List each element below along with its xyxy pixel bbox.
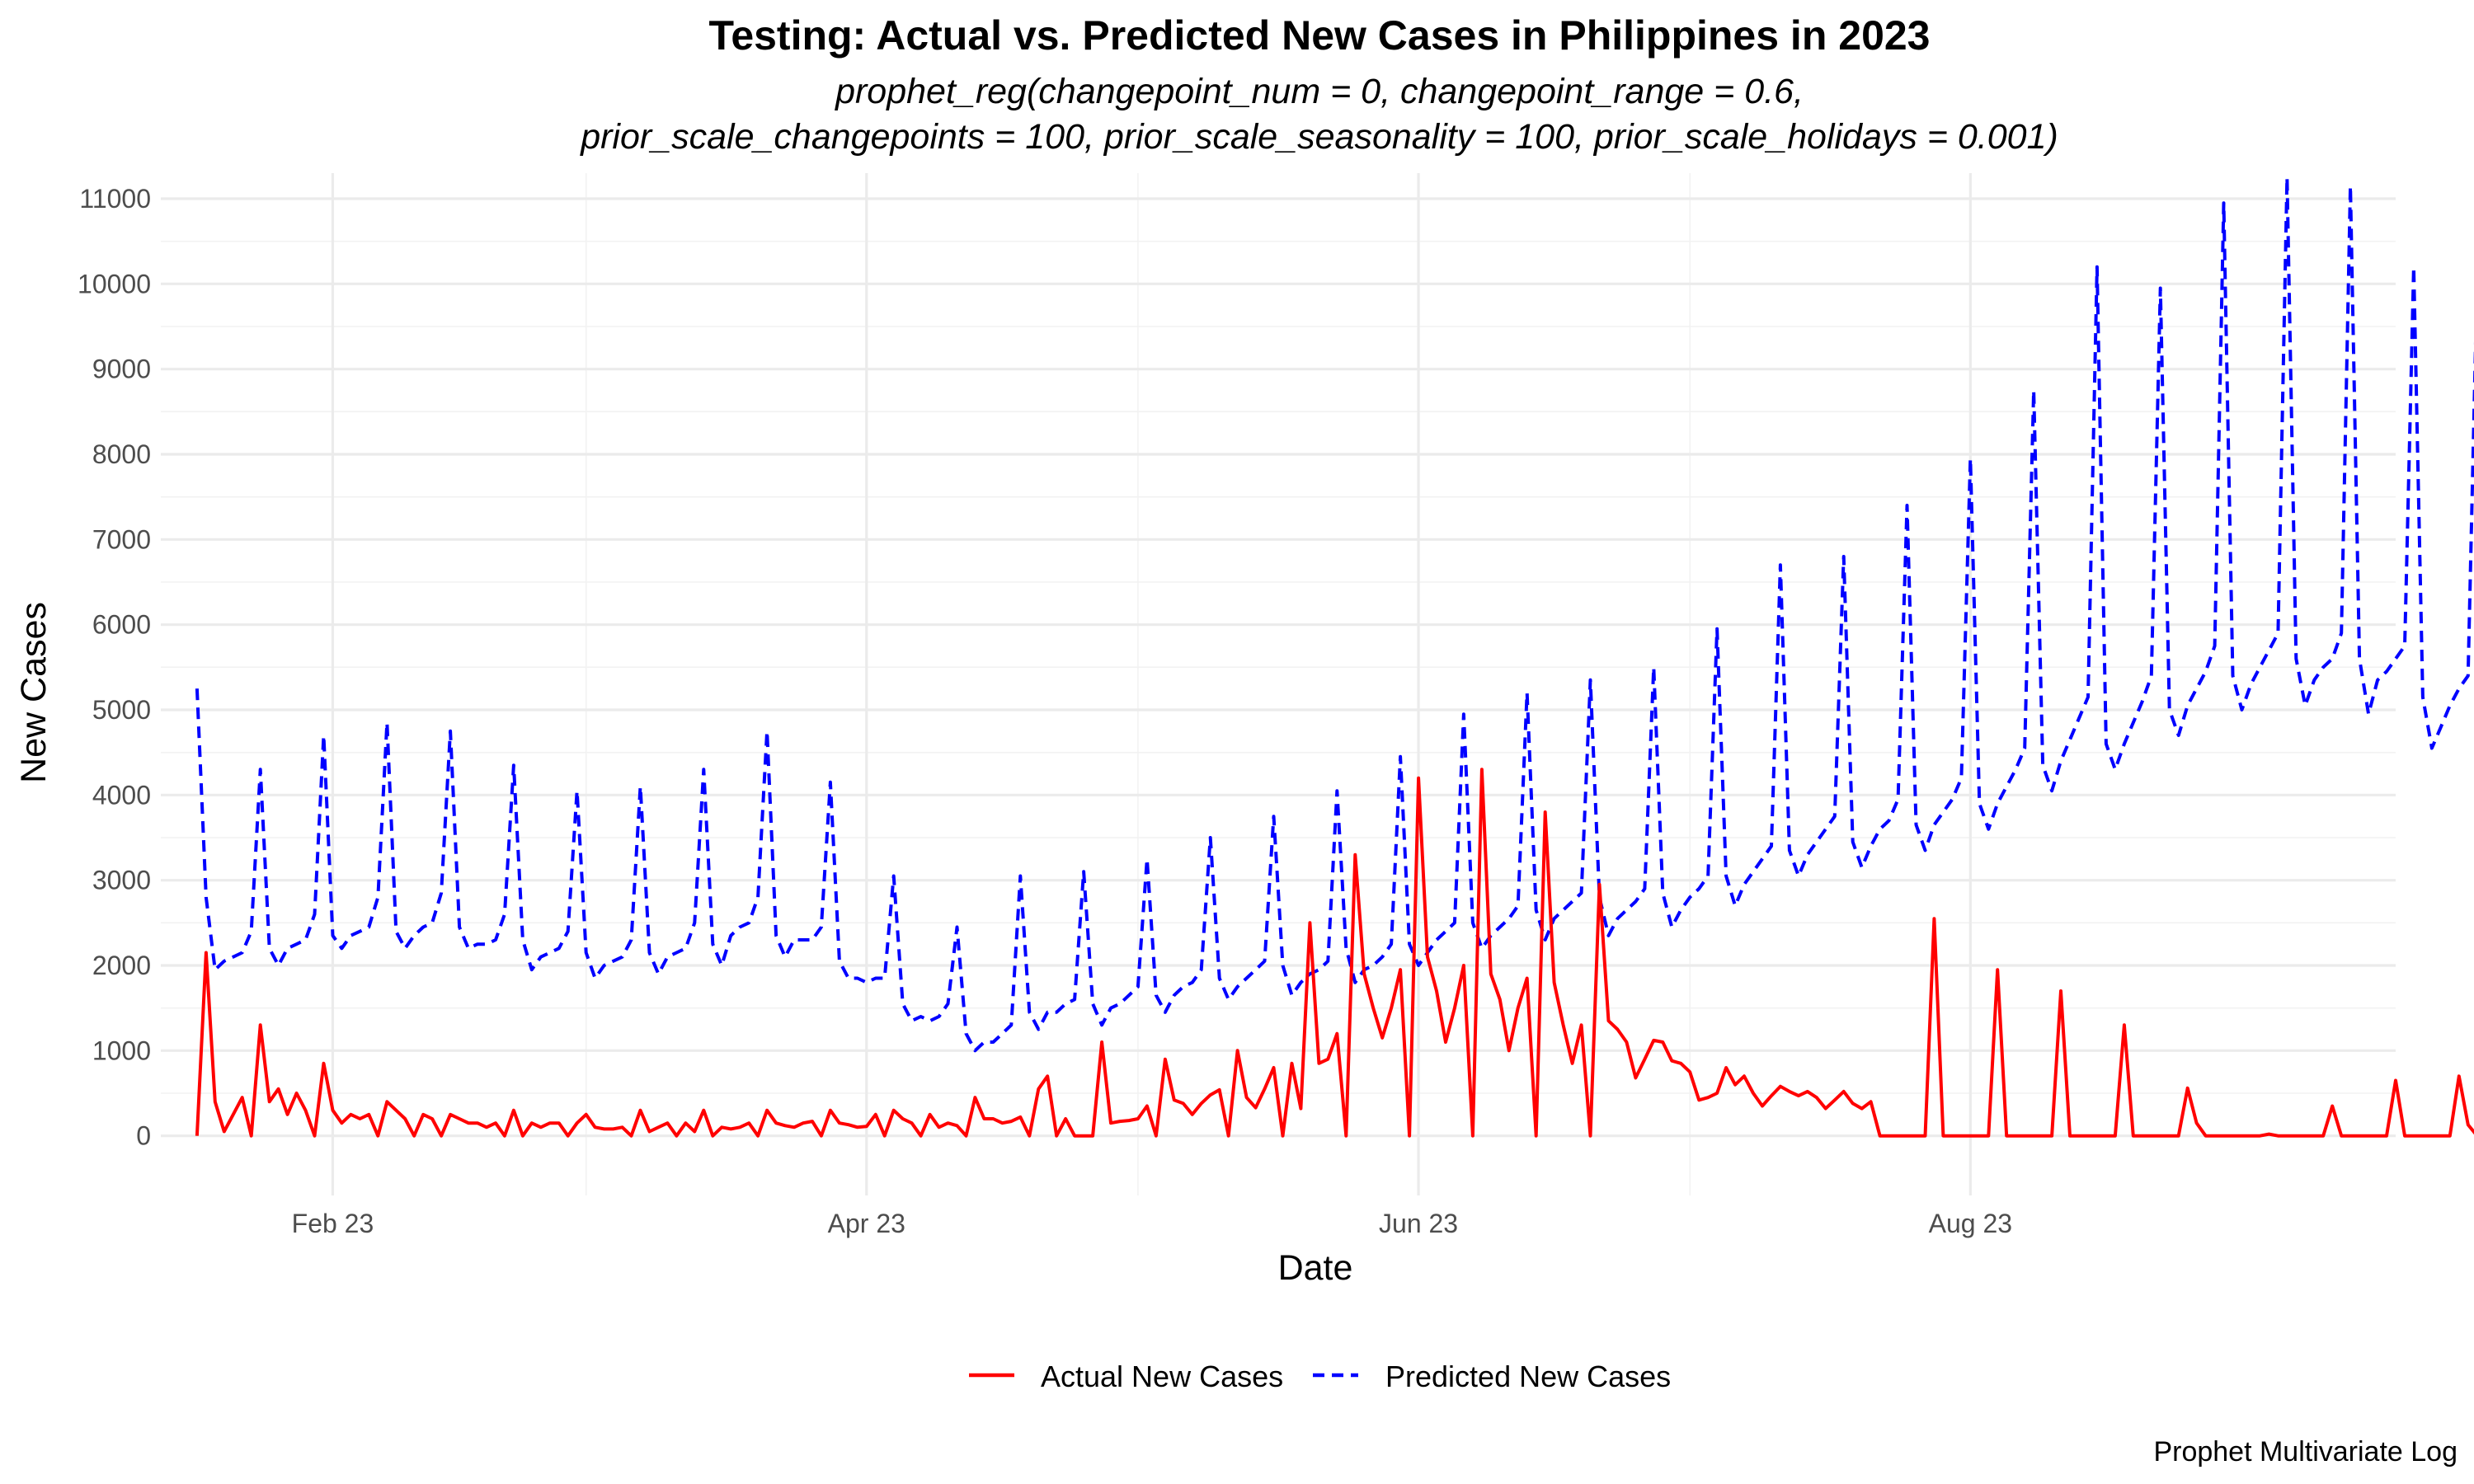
grid-lines xyxy=(161,173,2396,1195)
x-axis-title: Date xyxy=(1278,1248,1353,1288)
series-line-predicted xyxy=(195,176,2474,1053)
y-tick-label: 5000 xyxy=(92,695,151,725)
chart-subtitle-line-2: prior_scale_changepoints = 100, prior_sc… xyxy=(579,117,2058,157)
legend-label-actual: Actual New Cases xyxy=(1041,1360,1283,1393)
x-tick-label: Aug 23 xyxy=(1929,1209,2012,1238)
y-axis-title: New Cases xyxy=(14,602,54,783)
chart-subtitle-line-1: prophet_reg(changepoint_num = 0, changep… xyxy=(834,72,1804,111)
x-tick-label: Feb 23 xyxy=(292,1209,374,1238)
y-axis-ticks: 0 1000 2000 3000 4000 5000 6000 7000 8000 9000 100… xyxy=(78,184,151,1151)
series-line-actual xyxy=(195,768,2474,1138)
legend: Actual New Cases Predicted New Cases xyxy=(969,1360,1671,1393)
y-tick-label: 8000 xyxy=(92,439,151,469)
chart-caption: Prophet Multivariate Log xyxy=(2153,1436,2458,1468)
y-tick-label: 6000 xyxy=(92,610,151,640)
series-lines xyxy=(195,176,2474,1138)
x-tick-label: Jun 23 xyxy=(1379,1209,1458,1238)
y-tick-label: 11000 xyxy=(79,184,151,214)
y-tick-label: 4000 xyxy=(92,780,151,810)
y-tick-label: 9000 xyxy=(92,355,151,384)
y-tick-label: 3000 xyxy=(92,866,151,895)
y-tick-label: 10000 xyxy=(78,269,151,298)
chart-title: Testing: Actual vs. Predicted New Cases … xyxy=(708,12,1930,59)
y-tick-label: 7000 xyxy=(92,524,151,554)
y-tick-label: 0 xyxy=(136,1121,151,1151)
x-tick-label: Apr 23 xyxy=(828,1209,905,1238)
x-axis-ticks: Feb 23 Apr 23 Jun 23 Aug 23 xyxy=(292,1209,2012,1238)
y-tick-label: 2000 xyxy=(92,951,151,980)
legend-label-predicted: Predicted New Cases xyxy=(1385,1360,1671,1393)
y-tick-label: 1000 xyxy=(92,1036,151,1065)
